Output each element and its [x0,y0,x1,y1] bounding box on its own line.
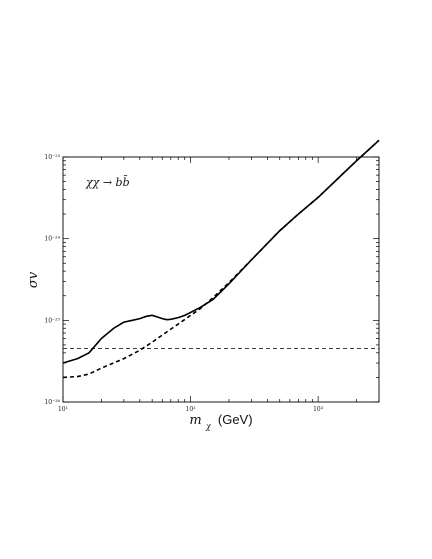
y-tick-label: 10⁻²⁶ [44,399,60,406]
series-line-solid [62,139,380,364]
ticks [62,156,380,403]
x-tick-label: 10² [186,406,197,413]
plot-frame [62,156,380,403]
y-tick-label: 10⁻²³ [44,154,60,161]
y-axis-label: σv [26,271,41,288]
x-axis-label: m χ (GeV) [189,412,252,431]
x-axis-label-symbol: m [189,413,201,428]
x-axis-label-unit: (GeV) [218,412,253,427]
series-line-dashed [62,139,380,379]
y-tick-label: 10⁻²⁵ [44,317,60,324]
y-tick-label: 10⁻²⁴ [44,236,60,243]
x-axis-label-sub: χ [205,422,212,431]
tick-labels: 10¹ 10² 10³ 10⁻²³ 10⁻²⁴ 10⁻²⁵ 10⁻²⁶ [44,154,323,413]
series-group [62,139,380,379]
x-tick-label: 10³ [313,406,324,413]
x-tick-label: 10¹ [58,406,68,413]
annotation-label: χχ → bb̄ [85,176,130,189]
